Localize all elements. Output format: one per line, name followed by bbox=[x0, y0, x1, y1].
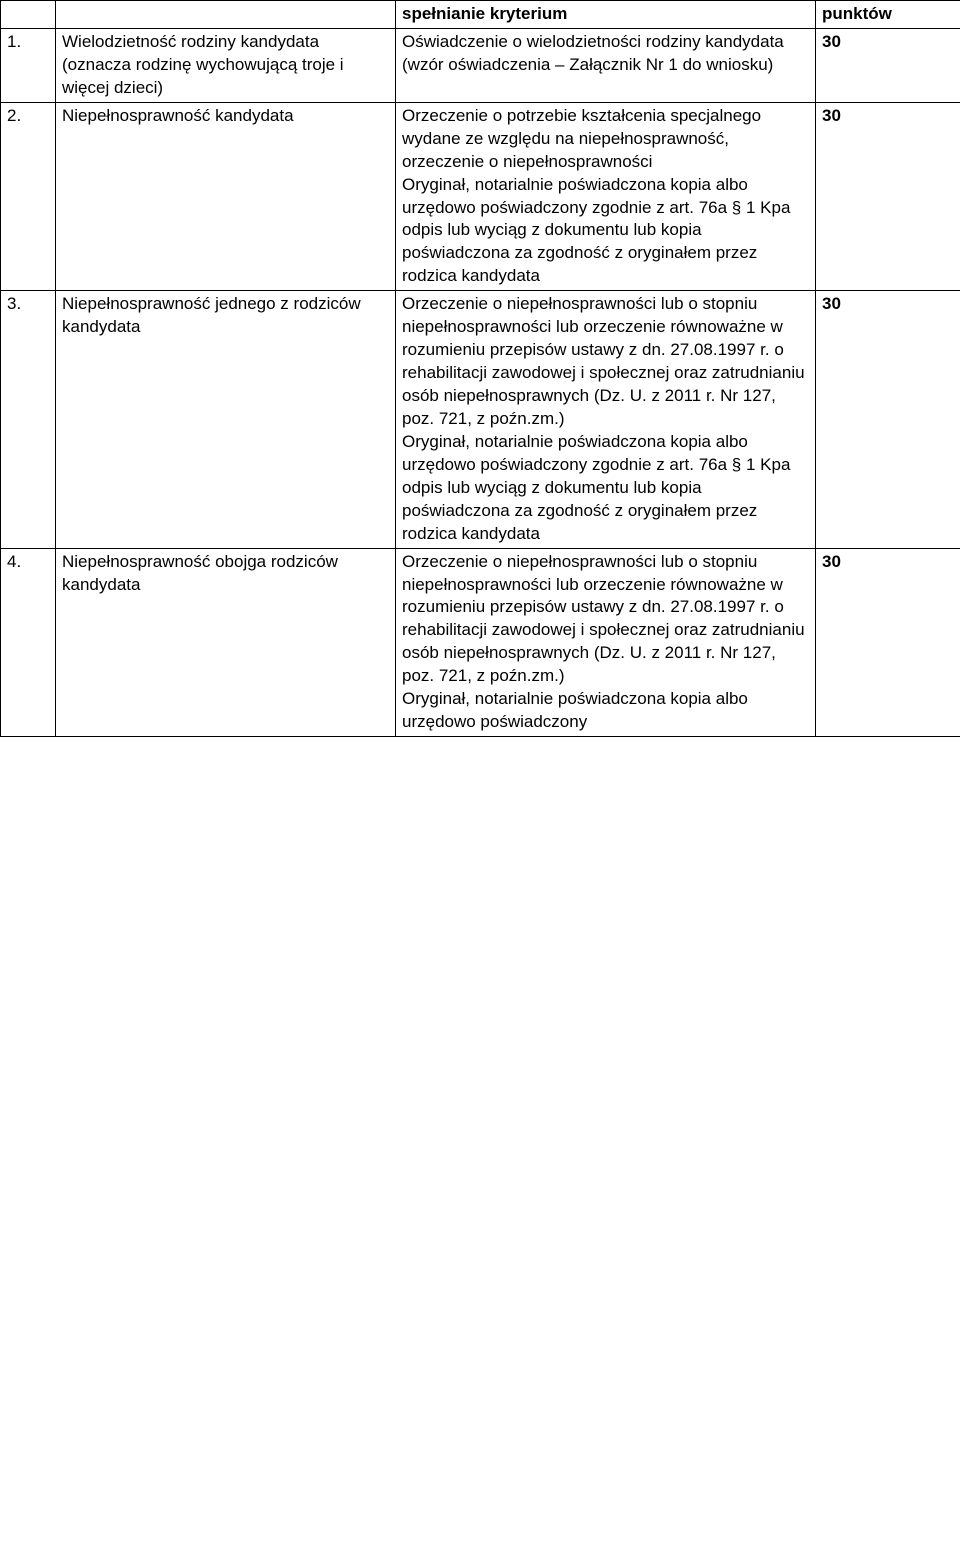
row-doc: Orzeczenie o niepełnosprawności lub o st… bbox=[396, 548, 816, 737]
row-num: 3. bbox=[1, 291, 56, 548]
table-row: 4. Niepełnosprawność obojga rodziców kan… bbox=[1, 548, 960, 737]
row-doc: Orzeczenie o niepełnosprawności lub o st… bbox=[396, 291, 816, 548]
row-points: 30 bbox=[816, 291, 960, 548]
row-criterion: Niepełnosprawność obojga rodziców kandyd… bbox=[56, 548, 396, 737]
header-cell-num bbox=[1, 1, 56, 29]
row-points: 30 bbox=[816, 28, 960, 102]
row-num: 4. bbox=[1, 548, 56, 737]
table-row: 2. Niepełnosprawność kandydata Orzeczeni… bbox=[1, 102, 960, 291]
row-criterion: Niepełnosprawność jednego z rodziców kan… bbox=[56, 291, 396, 548]
row-num: 1. bbox=[1, 28, 56, 102]
table-row: 1. Wielodzietność rodziny kandydata (ozn… bbox=[1, 28, 960, 102]
header-cell-doc: spełnianie kryterium bbox=[396, 1, 816, 29]
header-cell-points: punktów bbox=[816, 1, 960, 29]
row-points: 30 bbox=[816, 548, 960, 737]
row-criterion: Niepełnosprawność kandydata bbox=[56, 102, 396, 291]
row-doc: Oświadczenie o wielodzietności rodziny k… bbox=[396, 28, 816, 102]
row-points: 30 bbox=[816, 102, 960, 291]
row-doc: Orzeczenie o potrzebie kształcenia specj… bbox=[396, 102, 816, 291]
row-num: 2. bbox=[1, 102, 56, 291]
row-criterion: Wielodzietność rodziny kandydata (oznacz… bbox=[56, 28, 396, 102]
table-row: 3. Niepełnosprawność jednego z rodziców … bbox=[1, 291, 960, 548]
criteria-table: spełnianie kryterium punktów 1. Wielodzi… bbox=[0, 0, 960, 737]
table-header-row: spełnianie kryterium punktów bbox=[1, 1, 960, 29]
header-cell-criterion bbox=[56, 1, 396, 29]
